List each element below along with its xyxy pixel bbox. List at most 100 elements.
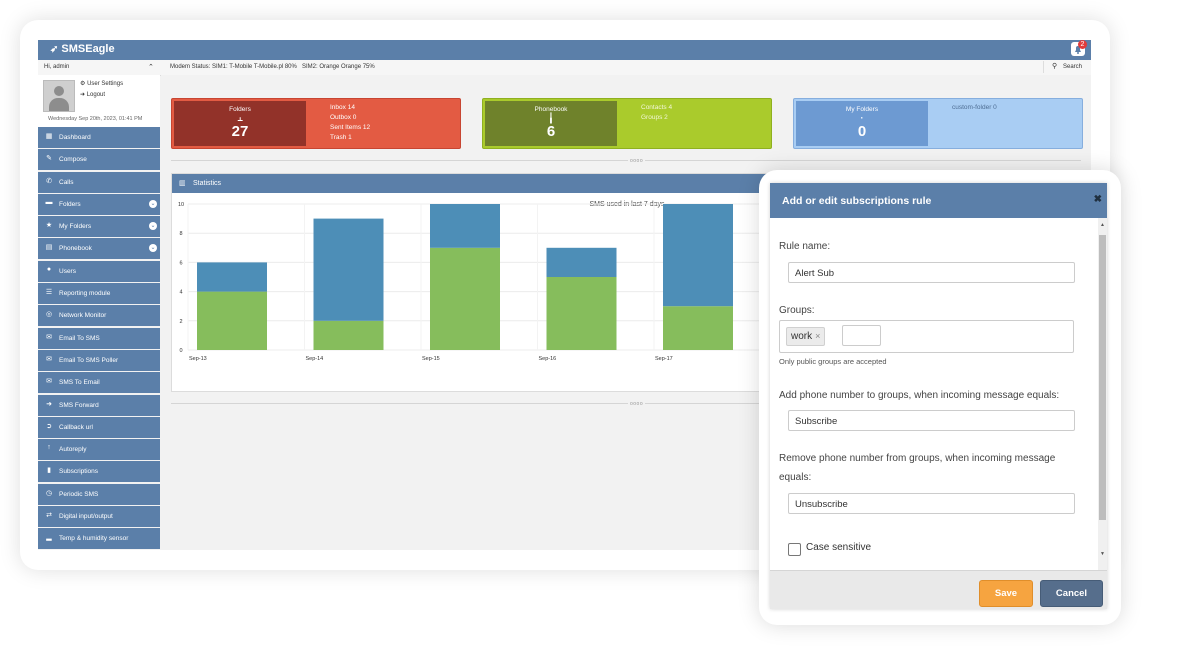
- inbox-count[interactable]: Inbox 14: [330, 104, 355, 111]
- groups-field[interactable]: work ×: [779, 320, 1074, 353]
- bar: [430, 247, 500, 350]
- y-tick-label: 8: [179, 231, 182, 237]
- list-icon: ☰: [45, 289, 53, 297]
- sidebar-item-sms-forward[interactable]: ➜ SMS Forward: [38, 394, 160, 416]
- bar: [663, 306, 733, 350]
- sidebar-item-network-monitor[interactable]: ◎ Network Monitor: [38, 305, 160, 327]
- users-icon: ●: [46, 265, 52, 273]
- bar: [546, 247, 617, 277]
- dashboard-icon: ▦: [45, 133, 53, 140]
- save-button[interactable]: Save: [979, 580, 1033, 607]
- sidebar-item-temp-humidity-sensor[interactable]: ▂ Temp & humidity sensor: [38, 528, 160, 550]
- arrow-right-icon: ➜: [46, 400, 52, 408]
- contacts-count[interactable]: Contacts 4: [641, 104, 673, 111]
- case-sensitive-label[interactable]: Case sensitive: [806, 542, 872, 553]
- sidebar-item-label: SMS Forward: [59, 401, 99, 409]
- notification-count-badge: 2: [1078, 40, 1087, 49]
- modal-header: Add or edit subscriptions rule ✖: [770, 183, 1107, 218]
- bar: [197, 291, 267, 350]
- y-tick-label: 10: [178, 202, 184, 208]
- sidebar-item-label: Calls: [59, 178, 74, 186]
- sidebar-item-subscriptions[interactable]: ▮ Subscriptions: [38, 461, 160, 483]
- sidebar-item-dashboard[interactable]: ▦ Dashboard: [38, 127, 160, 148]
- envelope-icon: ✉: [46, 333, 52, 341]
- sidebar-item-digital-input-output[interactable]: ⇄ Digital input/output: [38, 506, 160, 528]
- unsubscribe-keyword-input[interactable]: Unsubscribe: [788, 493, 1075, 514]
- phone-icon: ✆: [46, 177, 52, 185]
- logout-link[interactable]: ➜ Logout: [80, 91, 105, 98]
- phonebook-tile-details: Contacts 4 Groups 2: [641, 103, 672, 123]
- trash-count[interactable]: Trash 1: [330, 134, 352, 141]
- sidebar-item-periodic-sms[interactable]: ◷ Periodic SMS: [38, 483, 160, 505]
- my-folders-tile-title: My Folders: [845, 106, 879, 113]
- sidebar-item-reporting-module[interactable]: ☰ Reporting module: [38, 283, 160, 305]
- my-folders-tile[interactable]: My Folders · 0 custom-folder 0: [793, 98, 1083, 149]
- case-sensitive-checkbox[interactable]: [788, 543, 801, 556]
- group-search-input[interactable]: [842, 325, 881, 346]
- clock-icon: ◷: [45, 489, 53, 497]
- search-label: Search: [1063, 64, 1083, 70]
- groups-count[interactable]: Groups 2: [641, 114, 668, 121]
- folders-tile-summary: Folders ⫠ 27: [174, 101, 306, 146]
- chevron-down-icon[interactable]: ⌄: [149, 222, 157, 231]
- rule-name-input[interactable]: Alert Sub: [788, 262, 1075, 283]
- sidebar-item-callback-url[interactable]: ➲ Callback url: [38, 416, 160, 438]
- scroll-down-icon[interactable]: ▼: [1100, 551, 1105, 557]
- sidebar-item-label: Email To SMS: [59, 334, 100, 342]
- envelope-icon: ✉: [46, 378, 52, 386]
- sidebar-item-my-folders[interactable]: ★ My Folders ⌄: [38, 216, 160, 238]
- sidebar-item-folders[interactable]: ▬ Folders ⌄: [38, 193, 160, 215]
- remove-tag-icon[interactable]: ×: [815, 331, 821, 341]
- sidebar-item-label: SMS To Email: [59, 379, 100, 387]
- cancel-button[interactable]: Cancel: [1040, 580, 1103, 607]
- brand-name: SMSEagle: [61, 43, 115, 55]
- chevron-up-icon[interactable]: ⌃: [148, 64, 154, 71]
- pencil-icon: ✎: [46, 155, 52, 163]
- user-settings-link[interactable]: ⚙ User Settings: [80, 80, 123, 87]
- subscribe-keyword-input[interactable]: Subscribe: [788, 410, 1075, 431]
- modal-scrollbar-thumb[interactable]: [1099, 235, 1106, 520]
- user-greeting[interactable]: Hi, admin: [44, 64, 70, 70]
- sidebar-item-phonebook[interactable]: ▤ Phonebook ⌄: [38, 238, 160, 260]
- sidebar-item-label: Compose: [59, 156, 87, 164]
- refresh-icon: ⇄: [46, 512, 52, 520]
- group-tag[interactable]: work ×: [786, 327, 826, 346]
- bar: [313, 218, 384, 321]
- folders-tile[interactable]: Folders ⫠ 27 Inbox 14 Outbox 0 Sent Item…: [171, 98, 461, 149]
- drag-handle[interactable]: oooo: [628, 401, 646, 407]
- search-button[interactable]: ⚲ Search: [1043, 61, 1091, 73]
- avatar-head: [54, 86, 64, 96]
- sidebar-item-calls[interactable]: ✆ Calls: [38, 171, 160, 193]
- eagle-icon: ➶: [50, 44, 59, 55]
- status-bar: Hi, admin ⌃ Modem Status: SIM1: T-Mobile…: [38, 60, 1091, 76]
- subscriptions-rule-modal: Add or edit subscriptions rule ✖ Rule na…: [770, 183, 1107, 609]
- brand-logo[interactable]: ➶ SMSEagle: [50, 43, 115, 55]
- close-icon[interactable]: ✖: [1093, 194, 1102, 205]
- drag-handle[interactable]: oooo: [628, 158, 646, 164]
- current-date: Wednesday Sep 20th, 2023, 01:41 PM: [48, 116, 143, 122]
- sidebar-item-users[interactable]: ● Users: [38, 260, 160, 282]
- modal-footer: Save Cancel: [770, 570, 1107, 609]
- sidebar-item-label: Dashboard: [59, 134, 91, 141]
- bar: [663, 204, 733, 307]
- star-icon: ★: [45, 222, 53, 230]
- sent-items-count[interactable]: Sent Items 12: [330, 124, 371, 131]
- sidebar-item-autoreply[interactable]: ↑ Autoreply: [38, 439, 160, 461]
- folders-icon: ⫠: [237, 113, 243, 123]
- phonebook-tile[interactable]: Phonebook ╽ 6 Contacts 4 Groups 2: [482, 98, 772, 149]
- chevron-down-icon[interactable]: ⌄: [149, 244, 157, 253]
- sidebar-item-email-to-sms[interactable]: ✉ Email To SMS: [38, 327, 160, 349]
- outbox-count[interactable]: Outbox 0: [330, 114, 357, 121]
- scroll-up-icon[interactable]: ▲: [1100, 222, 1105, 228]
- custom-folder-count[interactable]: custom-folder 0: [952, 104, 997, 111]
- sidebar-item-email-to-sms-poller[interactable]: ✉ Email To SMS Poller: [38, 349, 160, 371]
- bookmark-icon: ▮: [47, 467, 51, 475]
- sidebar-item-compose[interactable]: ✎ Compose: [38, 149, 160, 171]
- sidebar-item-sms-to-email[interactable]: ✉ SMS To Email: [38, 372, 160, 394]
- bar: [197, 262, 267, 292]
- x-tick-label: Sep-13: [189, 356, 207, 362]
- chevron-down-icon[interactable]: ⌄: [149, 199, 157, 208]
- my-folders-tile-count: 0: [857, 123, 867, 140]
- modem-status: Modem Status: SIM1: T-Mobile T-Mobile.pl…: [170, 64, 297, 70]
- arrow-up-icon: ↑: [47, 444, 51, 452]
